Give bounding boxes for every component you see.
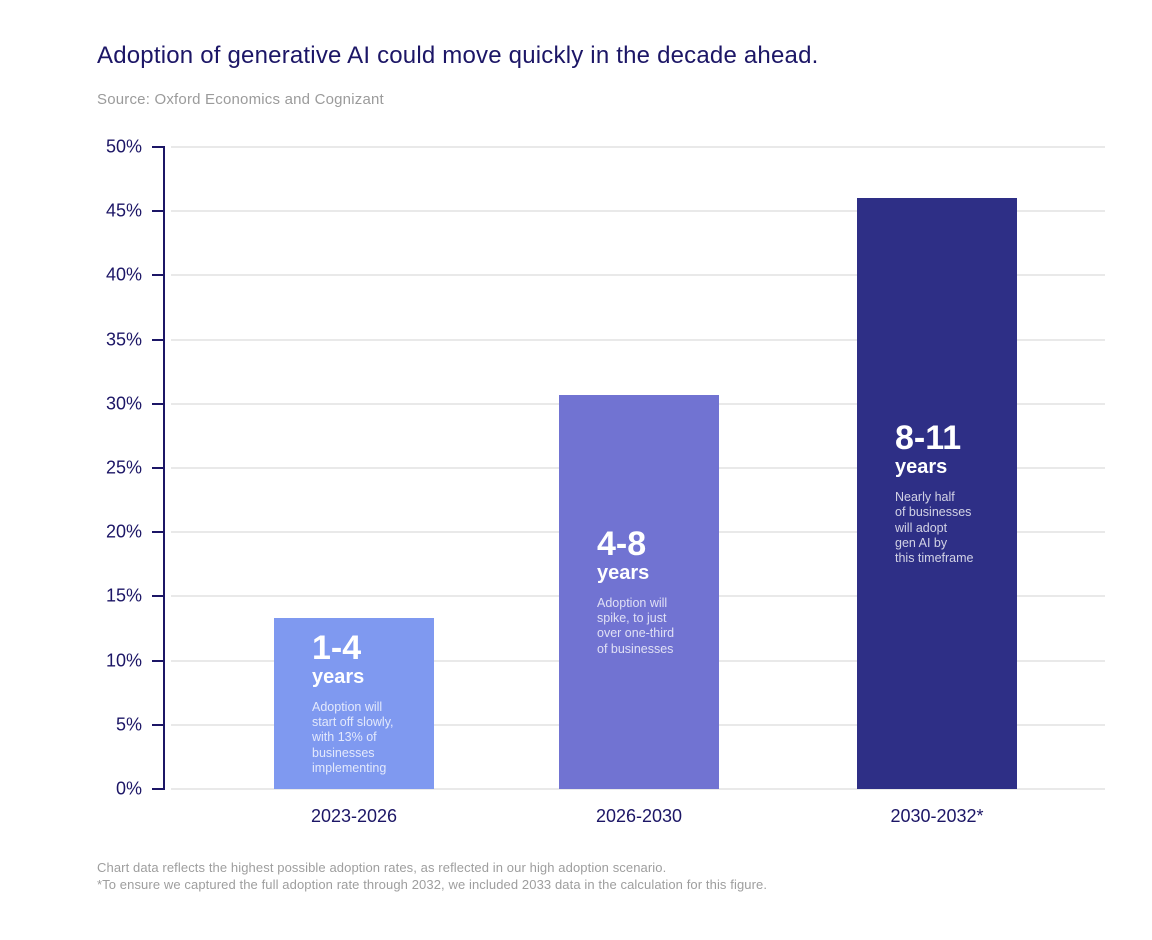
y-tick-0	[152, 788, 164, 790]
bar-note-text: Nearly half of businesses will adopt gen…	[895, 490, 974, 566]
bar-2026-2030: 4-8 years Adoption will spike, to just o…	[559, 394, 719, 789]
bar-note-text: Adoption will start off slowly, with 13%…	[312, 699, 394, 775]
bar-range-label: 1-4	[312, 628, 362, 667]
bar-unit-label: years	[895, 456, 948, 479]
plot-area: 50% 45% 40% 35% 30% 25% 20% 15% 10% 5% 0…	[106, 137, 1105, 826]
y-tick-label-15: 15%	[105, 585, 142, 606]
gridline-35	[171, 338, 1105, 341]
y-tick-label-10: 10%	[105, 650, 142, 671]
footnote-line-2: *To ensure we captured the full adoption…	[97, 877, 768, 893]
chart-title: Adoption of generative AI could move qui…	[97, 42, 819, 69]
chart-footnotes: Chart data reflects the highest possible…	[97, 859, 767, 894]
y-tick-50	[152, 146, 164, 148]
y-tick-15	[152, 595, 164, 598]
x-label-2026-2030: 2026-2030	[595, 806, 683, 826]
y-tick-label-45: 45%	[105, 200, 142, 221]
x-label-2030-2032: 2030-2032*	[890, 806, 984, 826]
y-tick-label-35: 35%	[105, 329, 142, 350]
bar-range-label: 4-8	[597, 524, 647, 563]
y-tick-label-5: 5%	[115, 714, 142, 735]
y-tick-label-40: 40%	[105, 264, 142, 285]
y-tick-10	[152, 659, 164, 662]
y-tick-label-0: 0%	[115, 778, 142, 799]
y-tick-35	[152, 338, 164, 341]
y-tick-label-50: 50%	[105, 136, 142, 157]
bar-note-text: Adoption will spike, to just over one-th…	[597, 595, 675, 656]
bar-2023-2026: 1-4 years Adoption will start off slowly…	[274, 618, 434, 789]
x-label-2023-2026: 2023-2026	[310, 806, 398, 826]
gridline-45	[171, 210, 1105, 213]
y-axis-line	[163, 146, 165, 790]
bar-unit-label: years	[597, 561, 650, 584]
y-tick-45	[152, 210, 164, 213]
y-tick-20	[152, 531, 164, 534]
bar-unit-label: years	[312, 665, 365, 688]
y-tick-40	[152, 274, 164, 277]
y-tick-30	[152, 402, 164, 405]
bar-range-label: 8-11	[895, 419, 962, 458]
gridline-0	[171, 788, 1105, 790]
gridline-50	[171, 146, 1105, 148]
y-tick-label-20: 20%	[105, 521, 142, 542]
bar-2030-2032: 8-11 years Nearly half of businesses wil…	[857, 198, 1017, 789]
footnote-line-1: Chart data reflects the highest possible…	[97, 860, 667, 875]
y-tick-25	[152, 467, 164, 469]
gridline-40	[171, 274, 1105, 277]
chart-source: Source: Oxford Economics and Cognizant	[97, 91, 384, 108]
y-tick-label-30: 30%	[105, 393, 142, 414]
y-tick-label-25: 25%	[105, 457, 142, 478]
y-tick-5	[152, 723, 164, 726]
